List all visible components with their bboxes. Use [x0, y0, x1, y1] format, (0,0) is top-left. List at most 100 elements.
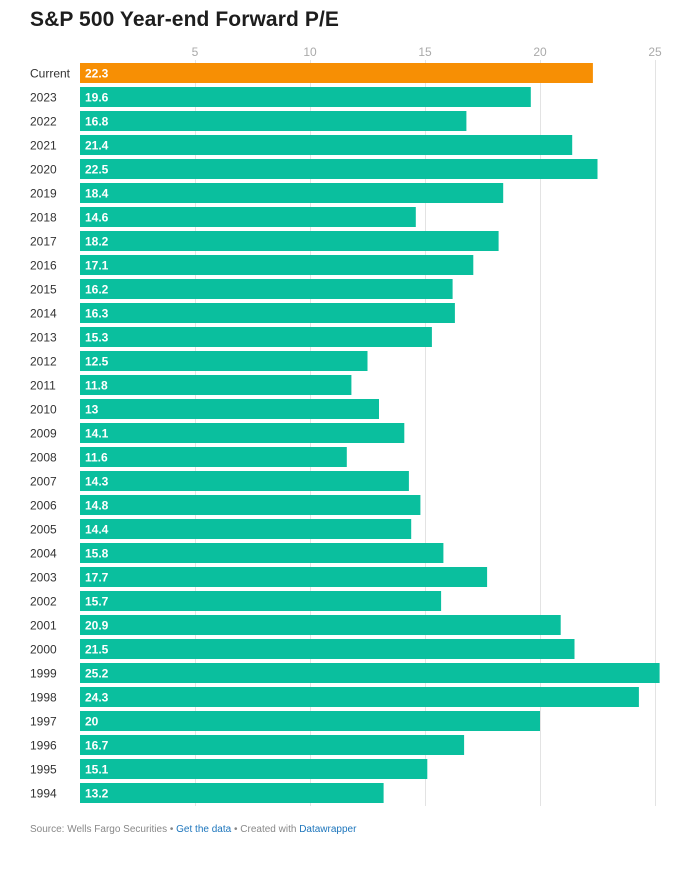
x-tick-label: 5	[192, 45, 199, 59]
bar-row: 2011 11.8	[30, 375, 352, 395]
bar-row: 1998 24.3	[30, 687, 639, 707]
value-label: 14.4	[85, 523, 109, 537]
bar	[80, 87, 531, 107]
bar	[80, 447, 347, 467]
category-label: 2016	[30, 259, 57, 273]
bar	[80, 591, 442, 611]
value-label: 22.3	[85, 67, 109, 81]
bar-row: 2006 14.8	[30, 495, 421, 515]
value-label: 25.2	[85, 667, 109, 681]
value-label: 11.6	[85, 451, 108, 465]
category-label: 2006	[30, 499, 57, 513]
footer-separator: •	[167, 824, 177, 835]
bar	[80, 711, 540, 731]
bar	[80, 423, 405, 443]
value-label: 11.8	[85, 379, 108, 393]
bar-row: 2022 16.8	[30, 111, 467, 131]
category-label: 2004	[30, 547, 57, 561]
category-label: 2007	[30, 475, 57, 489]
value-label: 21.4	[85, 139, 109, 153]
bar	[80, 327, 432, 347]
created-with-text: Created with	[240, 824, 297, 835]
category-label: 2014	[30, 307, 57, 321]
bar	[80, 399, 379, 419]
bar-row: Current 22.3	[30, 63, 593, 83]
value-label: 17.7	[85, 571, 109, 585]
value-label: 12.5	[85, 355, 109, 369]
bar-row: 2021 21.4	[30, 135, 573, 155]
category-label: 2015	[30, 283, 57, 297]
bar	[80, 351, 368, 371]
category-label: 2009	[30, 427, 57, 441]
bar-row: 2010 13	[30, 399, 379, 419]
bar-row: 2005 14.4	[30, 519, 412, 539]
value-label: 20	[85, 715, 99, 729]
bar-row: 2023 19.6	[30, 87, 531, 107]
bar	[80, 207, 416, 227]
value-label: 15.7	[85, 595, 109, 609]
value-label: 13.2	[85, 787, 109, 801]
footer-separator: •	[231, 824, 241, 835]
category-label: 1998	[30, 691, 57, 705]
category-label: 1999	[30, 667, 57, 681]
x-tick-label: 10	[303, 45, 317, 59]
category-label: 2000	[30, 643, 57, 657]
bar-row: 1994 13.2	[30, 783, 384, 803]
bar	[80, 783, 384, 803]
chart-footer: Source: Wells Fargo Securities • Get the…	[30, 823, 356, 837]
bar-row: 2002 15.7	[30, 591, 442, 611]
category-label: 2018	[30, 211, 57, 225]
category-label: 2011	[30, 379, 56, 393]
x-tick-label: 25	[648, 45, 662, 59]
value-label: 17.1	[85, 259, 109, 273]
bar	[80, 615, 561, 635]
bar-row: 2012 12.5	[30, 351, 368, 371]
bar-row: 2004 15.8	[30, 543, 444, 563]
category-label: 2013	[30, 331, 57, 345]
bar-row: 2016 17.1	[30, 255, 474, 275]
category-label: 1994	[30, 787, 57, 801]
value-label: 14.1	[85, 427, 109, 441]
bar	[80, 495, 421, 515]
bar-row: 1999 25.2	[30, 663, 660, 683]
category-label: 2021	[30, 139, 57, 153]
bar	[80, 135, 573, 155]
bar	[80, 111, 467, 131]
bar	[80, 567, 488, 587]
bar-row: 1996 16.7	[30, 735, 465, 755]
x-axis-ticks: 5 10 15 20 25	[192, 45, 662, 59]
bar-row: 2000 21.5	[30, 639, 575, 659]
bar-row: 2008 11.6	[30, 447, 347, 467]
datawrapper-link[interactable]: Datawrapper	[299, 824, 357, 835]
bar-row: 2017 18.2	[30, 231, 499, 251]
bar	[80, 471, 409, 491]
value-label: 20.9	[85, 619, 109, 633]
value-label: 14.6	[85, 211, 109, 225]
bar	[80, 759, 428, 779]
bar-row: 2015 16.2	[30, 279, 453, 299]
bar	[80, 687, 639, 707]
value-label: 16.2	[85, 283, 109, 297]
value-label: 22.5	[85, 163, 109, 177]
bar	[80, 543, 444, 563]
category-label: 2003	[30, 571, 57, 585]
category-label: 2008	[30, 451, 57, 465]
bar	[80, 519, 412, 539]
bar-row: 1997 20	[30, 711, 540, 731]
bar-row: 2001 20.9	[30, 615, 561, 635]
bar	[80, 375, 352, 395]
bar-row: 2020 22.5	[30, 159, 598, 179]
value-label: 15.3	[85, 331, 109, 345]
bar	[80, 735, 465, 755]
bar	[80, 231, 499, 251]
bar	[80, 303, 455, 323]
x-tick-label: 15	[418, 45, 432, 59]
category-label: 2017	[30, 235, 57, 249]
bar-row: 2014 16.3	[30, 303, 455, 323]
value-label: 14.3	[85, 475, 109, 489]
category-label: 2005	[30, 523, 57, 537]
value-label: 13	[85, 403, 99, 417]
category-label: 2001	[30, 619, 57, 633]
get-the-data-link[interactable]: Get the data	[176, 824, 232, 835]
